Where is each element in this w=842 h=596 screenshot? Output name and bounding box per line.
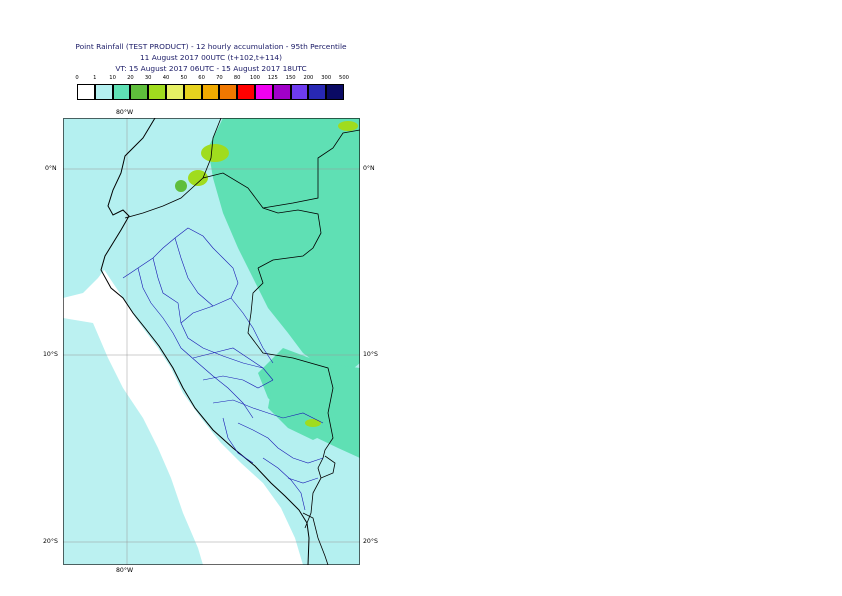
- legend-swatch: [290, 84, 309, 100]
- validity-time: VT: 15 August 2017 06UTC - 15 August 201…: [115, 64, 307, 73]
- rain-area-green-north: [208, 118, 360, 373]
- legend-tick-label: 300: [321, 75, 332, 81]
- coastline: [100, 118, 310, 565]
- lat-label-right-20: 20°S: [363, 538, 378, 545]
- border-chile: [302, 512, 329, 565]
- legend-tick-label: 500: [339, 75, 349, 81]
- legend-tick-label: 100: [250, 75, 260, 81]
- lon-label-bottom: 80°W: [116, 567, 134, 574]
- legend-swatch: [237, 84, 255, 100]
- legend-tick-label: 60: [198, 75, 205, 81]
- border-bolivia-peru: [304, 455, 336, 529]
- map-frame: [63, 118, 360, 565]
- legend-tick-label: 1: [93, 75, 97, 81]
- rainfall-map: [63, 118, 360, 565]
- lat-label-right-0: 0°N: [363, 165, 375, 172]
- legend-swatch: [166, 84, 184, 100]
- legend-swatch: [255, 84, 273, 100]
- legend-swatch: [308, 84, 327, 100]
- legend-swatch: [130, 84, 149, 100]
- lat-label-left-0: 0°N: [45, 165, 57, 172]
- legend-tick-label: 10: [109, 75, 116, 81]
- legend-tick-label: 50: [180, 75, 188, 81]
- legend-swatch: [112, 84, 131, 100]
- legend-swatch: [94, 84, 113, 100]
- rain-cell-n2: [188, 170, 208, 186]
- legend-swatch: [219, 84, 238, 100]
- border-colombia: [202, 118, 360, 209]
- rain-cell-ne: [338, 121, 358, 131]
- legend-swatch: [272, 84, 291, 100]
- legend-swatch: [201, 84, 220, 100]
- run-time: 11 August 2017 00UTC (t+102,t+114): [139, 53, 283, 62]
- legend-swatch: [183, 84, 202, 100]
- rain-area-light-ocean: [63, 118, 158, 298]
- lon-label-top: 80°W: [116, 109, 134, 116]
- map-title: Point Rainfall (TEST PRODUCT) - 12 hourl…: [75, 42, 347, 51]
- rain-streaks-ocean: [63, 318, 203, 565]
- legend-tick-label: 150: [285, 75, 296, 81]
- coastal-clear-strip: [113, 298, 303, 565]
- legend-tick-label: 0: [75, 75, 79, 81]
- legend-tick-label: 80: [233, 75, 241, 81]
- legend-swatch: [77, 84, 95, 100]
- legend-tick-label: 70: [216, 75, 223, 81]
- border-ecuador-peru: [124, 172, 322, 269]
- rain-cell-se: [305, 419, 321, 427]
- border-brazil-peru: [247, 267, 334, 459]
- lat-label-left-20: 20°S: [43, 538, 58, 545]
- rain-cell-n3: [175, 180, 187, 192]
- rain-area-green-southeast: [268, 380, 338, 440]
- lat-label-left-10: 10°S: [43, 351, 58, 358]
- legend-tick-label: 40: [162, 75, 170, 81]
- ocean-clear-lane: [128, 328, 253, 565]
- legend-tick-label: 20: [127, 75, 134, 81]
- legend-swatch: [148, 84, 166, 100]
- rain-cell-n1: [201, 144, 229, 162]
- legend-swatch: [326, 84, 344, 100]
- lat-label-right-10: 10°S: [363, 351, 378, 358]
- peru-regions: [122, 227, 324, 511]
- legend-tick-label: 200: [303, 75, 314, 81]
- legend-tick-label: 30: [144, 75, 152, 81]
- legend-tick-label: 125: [267, 75, 278, 81]
